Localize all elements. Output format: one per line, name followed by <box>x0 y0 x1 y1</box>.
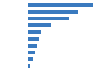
Bar <box>28 44 37 48</box>
Bar <box>28 17 69 20</box>
Bar <box>28 23 51 27</box>
Bar <box>28 64 30 68</box>
Bar <box>28 3 93 7</box>
Bar <box>28 37 39 41</box>
Bar <box>28 30 41 34</box>
Bar <box>28 58 33 61</box>
Bar <box>28 10 78 13</box>
Bar <box>28 51 35 54</box>
